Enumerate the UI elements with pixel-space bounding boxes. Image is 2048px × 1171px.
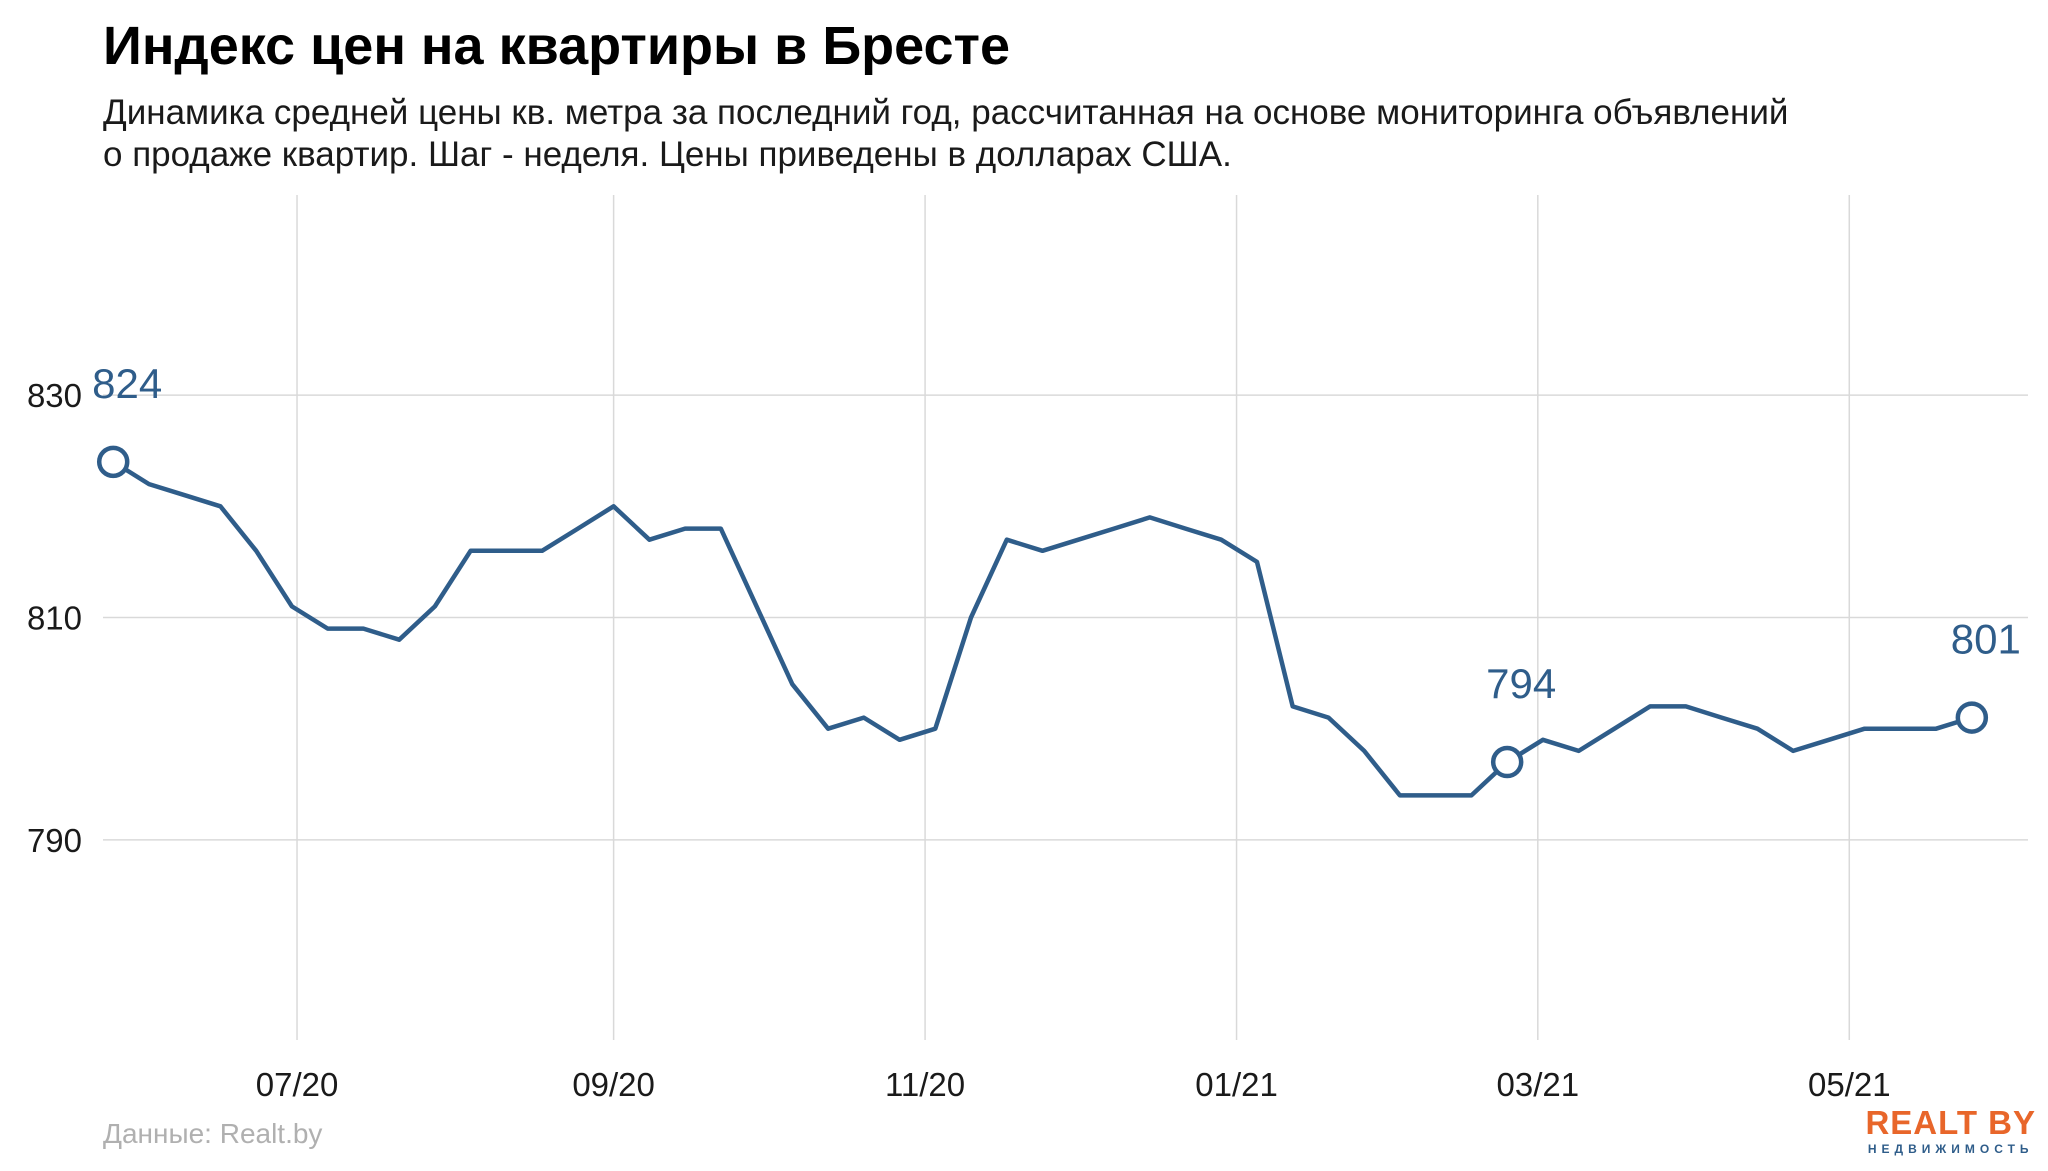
x-tick-label: 05/21 [1808,1066,1891,1103]
realt-logo[interactable]: REALT BY НЕДВИЖИМОСТЬ [1865,1104,2036,1156]
y-tick-label: 830 [27,377,82,414]
x-tick-label: 11/20 [885,1066,965,1103]
x-tick-label: 07/20 [256,1066,339,1103]
source-caption: Данные: Realt.by [103,1118,323,1149]
series-lines [110,459,1975,798]
x-tick-label: 01/21 [1195,1066,1278,1103]
x-tick-labels: 07/20 09/20 11/20 01/21 03/21 05/21 [256,1066,1891,1103]
data-label: 794 [1486,660,1556,707]
logo-text: REALT BY [1865,1104,2036,1141]
data-label: 824 [92,360,162,407]
data-labels: 824 794 801 [92,360,2021,707]
data-label: 801 [1951,616,2021,663]
logo-subtext: НЕДВИЖИМОСТЬ [1867,1142,2034,1156]
series-line [110,459,1975,798]
x-tick-label: 03/21 [1497,1066,1580,1103]
point-marker [1955,701,1989,734]
x-tick-label: 09/20 [572,1066,655,1103]
point-marker [96,445,130,479]
y-tick-labels: 790 810 830 [27,377,82,859]
y-tick-label: 790 [27,822,82,859]
grid-lines [103,195,2028,1040]
y-tick-label: 810 [27,600,82,637]
chart-subtitle: Динамика средней цены кв. метра за после… [103,93,1789,174]
point-markers [96,445,1989,779]
chart-title: Индекс цен на квартиры в Бресте [103,16,1010,76]
point-marker [1490,745,1524,779]
